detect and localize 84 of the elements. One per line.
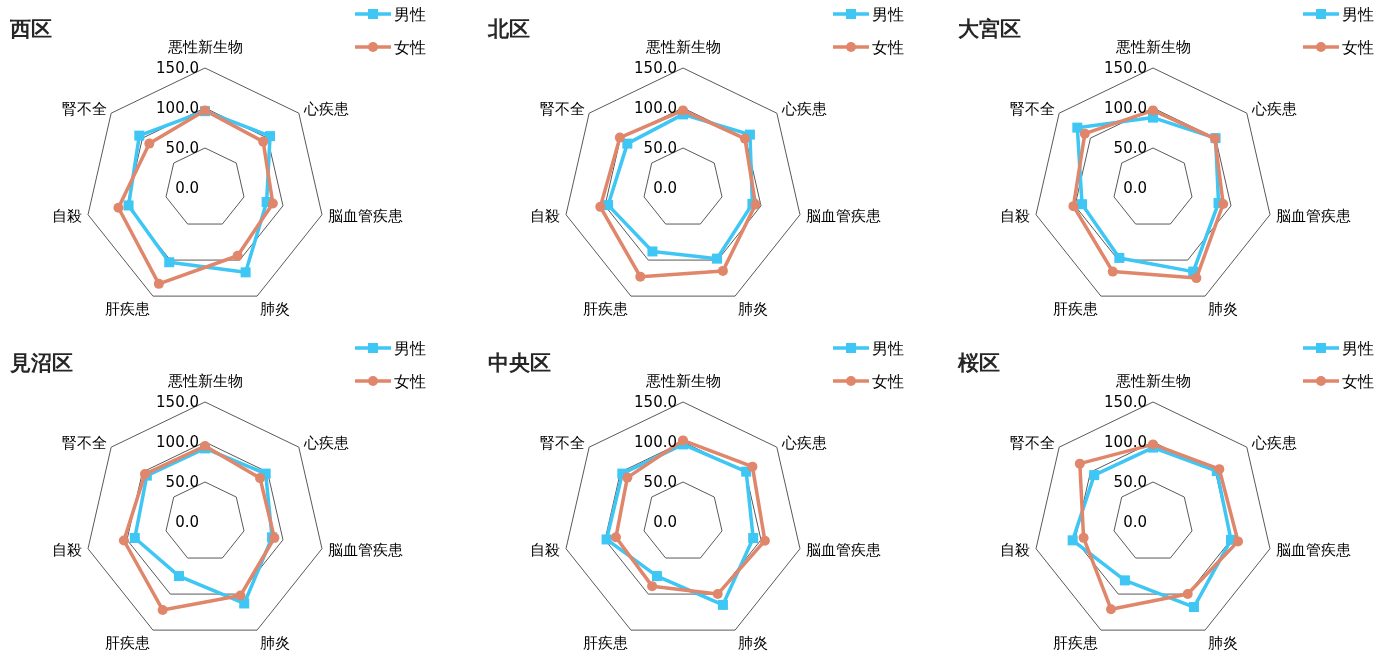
y-tick-label: 50.0 xyxy=(643,139,677,157)
text: 北区 xyxy=(487,17,530,41)
spoke-label: 心疾患 xyxy=(780,434,827,453)
legend-label: 男性 xyxy=(872,5,904,24)
text: 見沼区 xyxy=(9,351,73,375)
y-tick-label: 50.0 xyxy=(1113,473,1147,491)
legend-label: 女性 xyxy=(394,372,426,391)
spoke-label: 腎不全 xyxy=(61,434,107,453)
spoke-label: 肺炎 xyxy=(1207,299,1238,318)
text: 大宮区 xyxy=(958,17,1021,41)
y-tick-label: 50.0 xyxy=(165,139,199,157)
y-tick-label: 150.0 xyxy=(1104,59,1147,77)
legend-label: 男性 xyxy=(872,339,904,358)
spoke-label: 心疾患 xyxy=(780,100,827,119)
y-tick-label: 100.0 xyxy=(634,433,677,451)
text: 中央区 xyxy=(488,351,551,375)
spoke-label: 肝疾患 xyxy=(105,299,151,318)
spoke-label: 肝疾患 xyxy=(583,299,629,318)
y-tick-label: 100.0 xyxy=(634,99,677,117)
spoke-label: 自殺 xyxy=(530,541,561,559)
spoke-label: 肺炎 xyxy=(1207,633,1238,652)
y-tick-label: 150.0 xyxy=(156,393,199,411)
spoke-label: 悪性新生物 xyxy=(166,372,243,390)
spoke-label: 脳血管疾患 xyxy=(1275,541,1351,559)
y-tick-label: 0.0 xyxy=(1123,513,1147,531)
spoke-label: 自殺 xyxy=(1000,541,1031,559)
spoke-label: 肝疾患 xyxy=(1053,633,1099,652)
y-tick-label: 150.0 xyxy=(634,393,677,411)
spoke-label: 自殺 xyxy=(52,541,83,559)
y-tick-label: 0.0 xyxy=(175,513,199,531)
spoke-label: 心疾患 xyxy=(302,434,349,453)
spoke-label: 自殺 xyxy=(530,207,561,225)
spoke-label: 腎不全 xyxy=(61,100,107,119)
spoke-label: 肺炎 xyxy=(259,633,290,652)
y-tick-label: 50.0 xyxy=(643,473,677,491)
spoke-label: 腎不全 xyxy=(539,100,585,119)
spoke-label: 悪性新生物 xyxy=(644,38,721,56)
spoke-label: 肺炎 xyxy=(737,633,768,652)
y-tick-label: 0.0 xyxy=(653,179,677,197)
spoke-label: 肺炎 xyxy=(259,299,290,318)
y-tick-label: 100.0 xyxy=(156,433,199,451)
spoke-label: 悪性新生物 xyxy=(1114,372,1191,390)
spoke-label: 自殺 xyxy=(1000,207,1031,225)
y-tick-label: 100.0 xyxy=(1104,433,1147,451)
legend-label: 男性 xyxy=(1342,5,1374,24)
spoke-label: 腎不全 xyxy=(1009,434,1055,453)
spoke-label: 肝疾患 xyxy=(583,633,629,652)
spoke-label: 自殺 xyxy=(52,207,83,225)
spoke-label: 脳血管疾患 xyxy=(1275,207,1351,225)
legend-label: 男性 xyxy=(394,339,426,358)
y-tick-label: 150.0 xyxy=(634,59,677,77)
spoke-label: 脳血管疾患 xyxy=(327,541,403,559)
y-tick-label: 0.0 xyxy=(175,179,199,197)
spoke-label: 心疾患 xyxy=(1250,434,1297,453)
spoke-label: 悪性新生物 xyxy=(166,38,243,56)
text: 桜区 xyxy=(957,351,1000,375)
spoke-label: 悪性新生物 xyxy=(1114,38,1191,56)
spoke-label: 心疾患 xyxy=(1250,100,1297,119)
legend-label: 女性 xyxy=(1342,38,1374,57)
spoke-label: 脳血管疾患 xyxy=(805,207,881,225)
spoke-label: 肝疾患 xyxy=(105,633,151,652)
legend-label: 男性 xyxy=(394,5,426,24)
y-tick-label: 100.0 xyxy=(156,99,199,117)
spoke-label: 肝疾患 xyxy=(1053,299,1099,318)
spoke-label: 腎不全 xyxy=(1009,100,1055,119)
y-tick-label: 150.0 xyxy=(1104,393,1147,411)
y-tick-label: 50.0 xyxy=(165,473,199,491)
legend-label: 女性 xyxy=(1342,372,1374,391)
spoke-label: 肺炎 xyxy=(737,299,768,318)
y-tick-label: 150.0 xyxy=(156,59,199,77)
legend-label: 女性 xyxy=(872,372,904,391)
spoke-label: 腎不全 xyxy=(539,434,585,453)
legend-label: 女性 xyxy=(872,38,904,57)
spoke-label: 心疾患 xyxy=(302,100,349,119)
legend-label: 男性 xyxy=(1342,339,1374,358)
text: 西区 xyxy=(9,17,52,41)
y-tick-label: 0.0 xyxy=(1123,179,1147,197)
spoke-label: 脳血管疾患 xyxy=(805,541,881,559)
y-tick-label: 50.0 xyxy=(1113,139,1147,157)
legend-label: 女性 xyxy=(394,38,426,57)
spoke-label: 脳血管疾患 xyxy=(327,207,403,225)
spoke-label: 悪性新生物 xyxy=(644,372,721,390)
y-tick-label: 100.0 xyxy=(1104,99,1147,117)
y-tick-label: 0.0 xyxy=(653,513,677,531)
